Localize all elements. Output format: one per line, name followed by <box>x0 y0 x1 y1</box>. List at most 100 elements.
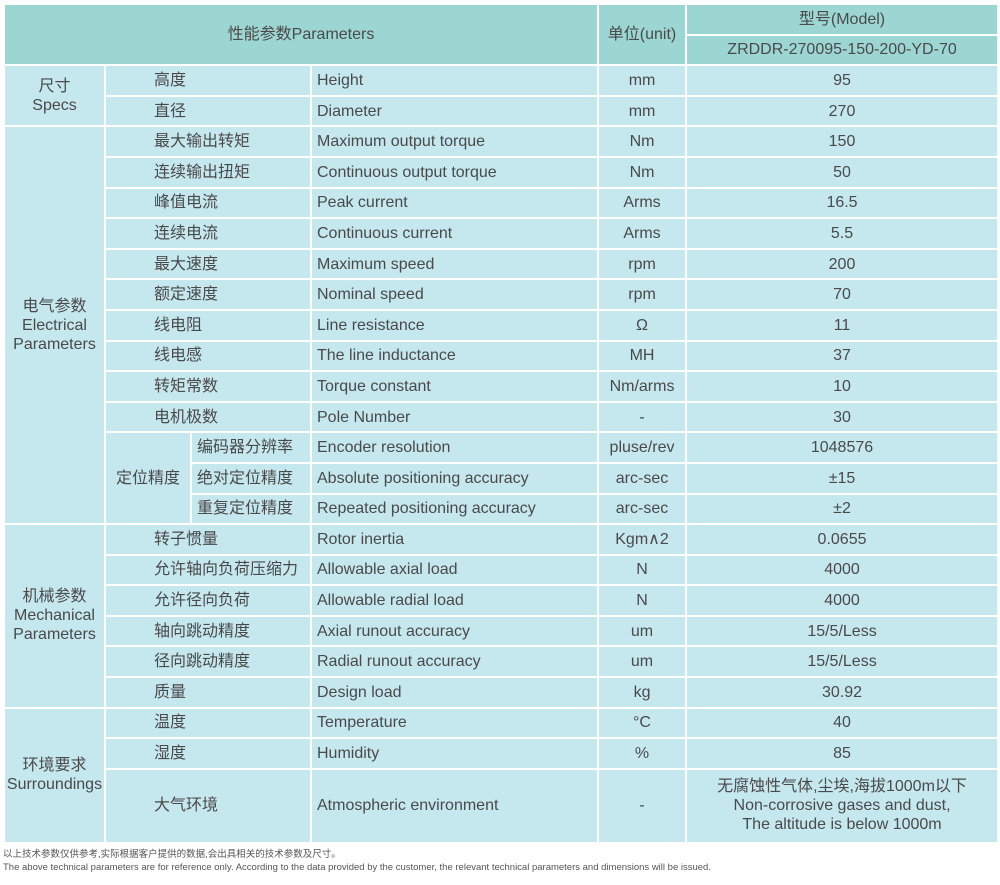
param-name-en: Nominal speed <box>309 278 600 311</box>
param-unit: mm <box>597 94 688 128</box>
table-row: 绝对定位精度 Absolute positioning accuracy arc-s… <box>4 461 1000 495</box>
param-name-en: Maximum speed <box>309 247 600 281</box>
param-value: 150 <box>685 125 1000 158</box>
table-row: 质量 Design load kg 30.92 <box>4 676 1000 709</box>
header-parameters: 性能参数Parameters <box>2 2 600 67</box>
param-name-en: Rotor inertia <box>309 523 600 556</box>
footer-note-zh: 以上技术参数仅供参考,实际根据客户提供的数据,会出具相关的技术参数及尺寸。 <box>3 849 341 860</box>
group-label: 电气参数 Electrical Parameters <box>3 125 106 526</box>
param-value: 30.92 <box>685 676 1000 709</box>
group-label: 机械参数 Mechanical Parameters <box>3 523 106 709</box>
param-name-en: Maximum output torque <box>309 125 600 158</box>
param-name-zh: 温度 <box>104 706 312 740</box>
param-name-zh: 峰值电流 <box>104 186 312 220</box>
param-unit: um <box>597 645 688 679</box>
param-name-zh: 电机极数 <box>104 400 312 434</box>
param-value: 11 <box>685 308 1000 342</box>
table-row: 线电阻 Line resistance Ω 11 <box>4 308 1000 342</box>
param-value: 4000 <box>685 553 1000 587</box>
group-label-en: Surroundings <box>6 776 103 794</box>
param-name-zh: 线电阻 <box>104 308 312 342</box>
param-name-zh: 质量 <box>104 676 312 709</box>
param-unit: N <box>597 584 688 617</box>
param-name-en: Atmospheric environment <box>309 767 600 844</box>
param-name-zh: 编码器分辨率 <box>190 431 312 464</box>
param-unit: kg <box>597 676 688 709</box>
param-name-zh: 连续电流 <box>104 217 312 250</box>
param-name-en: Axial runout accuracy <box>309 614 600 648</box>
table-row: 允许径向负荷 Allowable radial load N 4000 <box>4 584 1000 617</box>
table-row: 直径 Diameter mm 270 <box>4 94 1000 128</box>
param-name-zh: 允许轴向负荷压缩力 <box>104 553 312 587</box>
table-row: 定位精度 编码器分辨率 Encoder resolution pluse/rev 104… <box>4 431 1000 526</box>
param-unit: - <box>597 767 688 844</box>
param-unit: mm <box>597 64 688 97</box>
param-name-en: Height <box>309 64 600 97</box>
param-unit: rpm <box>597 278 688 311</box>
footer-note-en: The above technical parameters are for r… <box>3 862 711 873</box>
param-unit: N <box>597 553 688 587</box>
param-unit: MH <box>597 339 688 373</box>
param-value: 无腐蚀性气体,尘埃,海拔1000m以下 Non-corrosive gases a… <box>685 767 1000 844</box>
param-name-en: Absolute positioning accuracy <box>309 461 600 495</box>
table-row: 重复定位精度 Repeated positioning accuracy arc-s… <box>4 492 1000 526</box>
param-name-zh: 高度 <box>104 64 312 97</box>
param-value: 37 <box>685 339 1000 373</box>
table-row: 连续电流 Continuous current Arms 5.5 <box>4 217 1000 250</box>
param-value: ±2 <box>685 492 1000 526</box>
param-value: ±15 <box>685 461 1000 495</box>
param-name-zh: 额定速度 <box>104 278 312 311</box>
param-value: 0.0655 <box>685 523 1000 556</box>
table-row: 大气环境 Atmospheric environment - 无腐蚀性气体,尘埃,海拔… <box>4 767 1000 844</box>
param-value-line: Non-corrosive gases and dust, <box>733 797 951 815</box>
param-value: 5.5 <box>685 217 1000 250</box>
param-unit: % <box>597 737 688 770</box>
table-row: 电气参数 Electrical Parameters 最大输出转矩 Maximum o… <box>3 125 1000 526</box>
param-name-zh: 转矩常数 <box>104 370 312 403</box>
param-name-zh: 绝对定位精度 <box>190 461 312 495</box>
param-value: 270 <box>685 94 1000 128</box>
group-label-zh: 尺寸 <box>38 77 71 95</box>
param-name-zh: 转子惯量 <box>104 523 312 556</box>
param-unit: Kgm∧2 <box>597 523 688 556</box>
table-row: 电机极数 Pole Number -30 <box>4 400 1000 434</box>
table-row: 峰值电流 Peak current Arms 16.5 <box>4 186 1000 220</box>
group-label-en: Electrical Parameters <box>13 316 96 353</box>
param-name-en: The line inductance <box>309 339 600 373</box>
spec-table: 性能参数Parameters 单位(unit) 型号(Model) ZRDDR-… <box>2 2 1000 844</box>
param-name-en: Continuous current <box>309 217 600 250</box>
param-unit: rpm <box>597 247 688 281</box>
param-name-en: Encoder resolution <box>309 431 600 464</box>
param-name-zh: 轴向跳动精度 <box>104 614 312 648</box>
table-row: 额定速度 Nominal speed rpm 70 <box>4 278 1000 311</box>
table-row: 环境要求 Surroundings 温度 Temperature °C 40 <box>3 706 1000 844</box>
param-name-zh: 最大输出转矩 <box>104 125 312 158</box>
param-name-zh: 径向跳动精度 <box>104 645 312 679</box>
param-unit: - <box>597 400 688 434</box>
param-name-en: Torque constant <box>309 370 600 403</box>
param-value: 85 <box>685 737 1000 770</box>
param-name-en: Peak current <box>309 186 600 220</box>
table-row: 径向跳动精度 Radial runout accuracy um 15/5/Less <box>4 645 1000 679</box>
table-row: 连续输出扭矩 Continuous output torque Nm 50 <box>4 155 1000 189</box>
param-name-zh: 湿度 <box>104 737 312 770</box>
param-name-en: Temperature <box>309 706 600 740</box>
param-value: 10 <box>685 370 1000 403</box>
param-name-zh: 允许径向负荷 <box>104 584 312 617</box>
param-value-line: 无腐蚀性气体,尘埃,海拔1000m以下 <box>717 778 967 796</box>
group-label: 环境要求 Surroundings <box>3 706 106 844</box>
table-row: 湿度 Humidity% 85 <box>4 737 1000 770</box>
table-row: 尺寸 Specs 高度 Height mm 95 <box>3 64 1000 128</box>
param-name-zh: 最大速度 <box>104 247 312 281</box>
header-model-value: ZRDDR-270095-150-200-YD-70 <box>685 33 1000 67</box>
param-unit: arc-sec <box>597 461 688 495</box>
subgroup-label: 定位精度 <box>104 431 192 526</box>
param-name-en: Humidity <box>309 737 600 770</box>
header-unit: 单位(unit) <box>597 2 688 67</box>
group-label-zh: 机械参数 <box>22 588 87 606</box>
group-label-zh: 环境要求 <box>22 757 87 775</box>
param-unit: Ω <box>597 308 688 342</box>
param-value: 95 <box>685 64 1000 97</box>
param-name-en: Radial runout accuracy <box>309 645 600 679</box>
param-value: 70 <box>685 278 1000 311</box>
